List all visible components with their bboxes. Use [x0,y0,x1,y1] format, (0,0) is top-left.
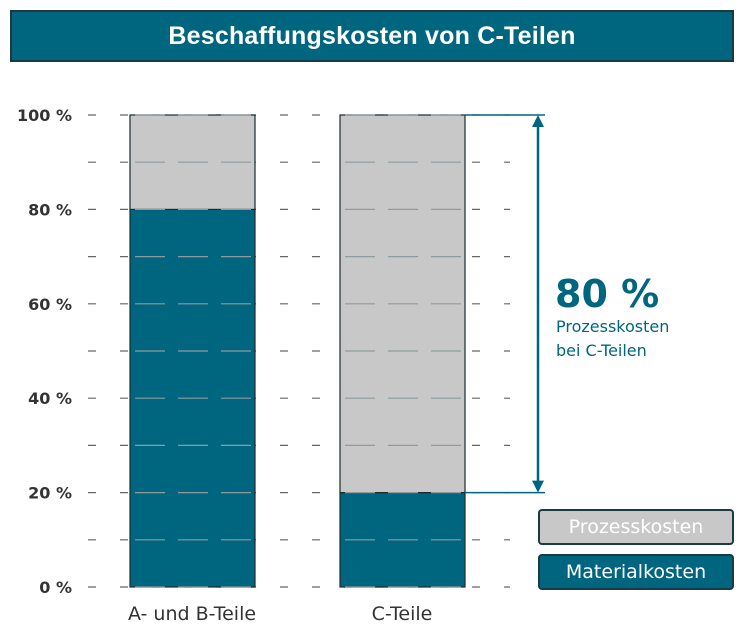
legend-prozesskosten: Prozesskosten [538,509,734,545]
chart-title: Beschaffungskosten von C-Teilen [168,21,576,50]
y-tick-label: 100 % [17,106,72,125]
y-tick-label: 0 % [39,578,72,597]
arrow-up-icon [532,115,544,127]
x-category-label: A- und B-Teile [128,603,256,625]
y-tick-label: 60 % [28,295,72,314]
y-tick-label: 40 % [28,389,72,408]
arrow-down-icon [532,480,544,493]
x-category-label: C-Teile [372,603,433,625]
annotation-line2: bei C-Teilen [556,341,647,360]
chart-title-bar: Beschaffungskosten von C-Teilen [10,10,734,62]
annotation-line1: Prozesskosten [556,317,669,336]
legend-materialkosten-label: Materialkosten [565,561,707,583]
annotation-value: 80 % [555,272,659,316]
y-tick-label: 80 % [28,200,72,219]
legend-prozesskosten-label: Prozesskosten [568,516,704,538]
legend-materialkosten: Materialkosten [538,554,734,590]
y-tick-label: 20 % [28,484,72,503]
